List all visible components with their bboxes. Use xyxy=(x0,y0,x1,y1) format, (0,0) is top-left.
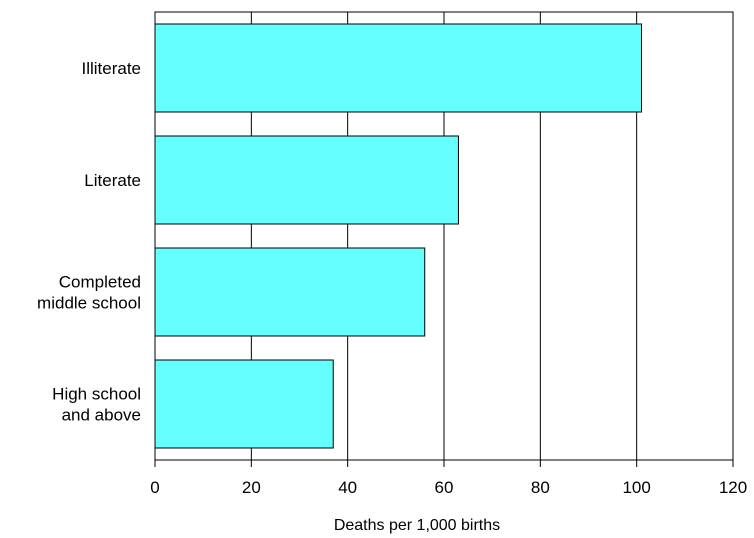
category-label: Completed xyxy=(59,273,141,292)
bar xyxy=(154,23,642,113)
x-tick-label: 100 xyxy=(622,478,650,497)
bar xyxy=(154,135,459,225)
category-label: Illiterate xyxy=(81,59,141,78)
category-label: and above xyxy=(62,406,141,425)
x-tick-label: 120 xyxy=(719,478,747,497)
x-tick-label: 20 xyxy=(242,478,261,497)
x-tick-label: 0 xyxy=(150,478,159,497)
category-label: Literate xyxy=(84,171,141,190)
x-tick-label: 60 xyxy=(435,478,454,497)
category-label: High school xyxy=(52,385,141,404)
bar xyxy=(154,247,426,337)
x-tick-label: 40 xyxy=(338,478,357,497)
bars xyxy=(154,23,642,449)
x-axis-title: Deaths per 1,000 births xyxy=(334,517,500,534)
bar xyxy=(154,359,334,449)
category-label: middle school xyxy=(37,294,141,313)
x-tick-label: 80 xyxy=(531,478,550,497)
category-labels: Illiterate Literate Completed middle school… xyxy=(37,59,141,425)
x-tick-labels: 0 20 40 60 80 100 120 xyxy=(150,460,747,497)
